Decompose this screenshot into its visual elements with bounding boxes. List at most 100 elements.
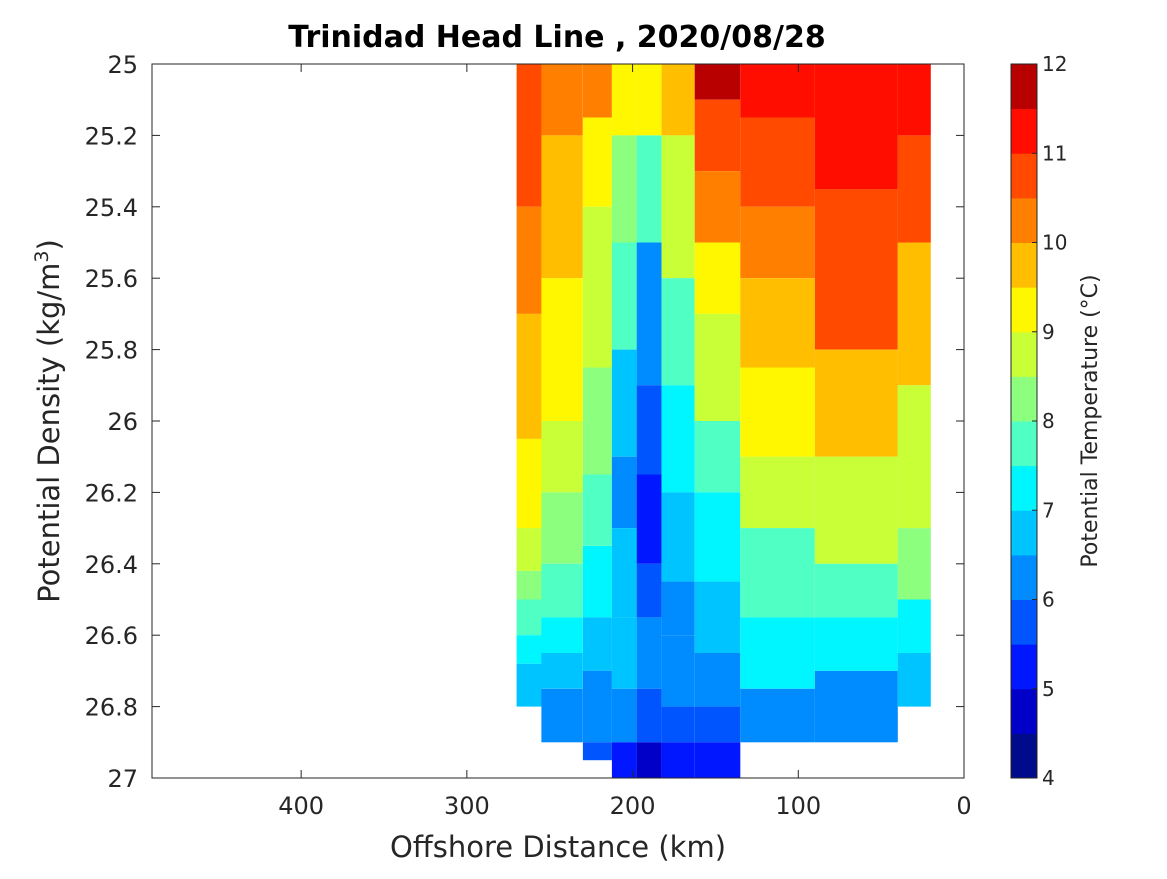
- field-cell: [582, 742, 612, 761]
- colorbar: 4 5 6 7 8 9 10 11 12: [1010, 52, 1067, 790]
- field-cell: [897, 653, 931, 707]
- field-cell: [516, 635, 542, 664]
- field-cell: [611, 242, 637, 350]
- field-cell: [611, 617, 637, 689]
- field-cell: [814, 349, 898, 457]
- field-cell: [516, 663, 542, 707]
- field-cell: [582, 206, 612, 368]
- field-cell: [814, 670, 898, 743]
- colorbar-tick-label: 5: [1042, 677, 1055, 701]
- x-axis-label: Offshore Distance (km): [390, 830, 726, 864]
- field-cell: [516, 438, 542, 529]
- field-cell: [516, 206, 542, 314]
- colorbar-swatch: [1011, 510, 1037, 556]
- field-cell: [814, 64, 898, 189]
- y-tick-label: 25.2: [85, 122, 138, 150]
- field-cell: [516, 528, 542, 571]
- field-cell: [611, 456, 637, 529]
- field-cell: [582, 117, 612, 207]
- field-cell: [814, 456, 898, 564]
- field-cell: [897, 135, 931, 243]
- field-cell: [661, 742, 695, 778]
- y-tick-label: 25.6: [85, 265, 138, 293]
- field-cell: [740, 456, 815, 529]
- field-cell: [636, 742, 662, 778]
- y-axis-label-main: Potential Density (kg/m: [32, 263, 66, 603]
- field-cell: [661, 385, 695, 493]
- colorbar-swatch: [1011, 644, 1037, 690]
- y-tick-label: 25: [107, 51, 138, 79]
- field-cell: [740, 278, 815, 368]
- field-cell: [541, 421, 583, 493]
- field-cell: [661, 492, 695, 582]
- field-cell: [611, 349, 637, 457]
- chart-title: Trinidad Head Line , 2020/08/28: [288, 20, 825, 55]
- y-axis: 25 25.2 25.4 25.6 25.8 26 26.2 26.4 26.6 26.8 27: [85, 51, 964, 793]
- colorbar-swatch: [1011, 688, 1037, 734]
- colorbar-swatch: [1011, 108, 1037, 154]
- colorbar-swatch: [1011, 287, 1037, 333]
- colorbar-tick-label: 9: [1042, 320, 1055, 344]
- field-cell: [541, 64, 583, 136]
- field-cell: [541, 688, 583, 743]
- x-axis: 400 300 200 100 0: [278, 64, 972, 820]
- colorbar-tick-label: 12: [1042, 52, 1067, 76]
- colorbar-swatch: [1011, 376, 1037, 422]
- field-cell: [814, 189, 898, 350]
- colorbar-tick-label: 4: [1042, 766, 1055, 790]
- field-cell: [611, 688, 637, 743]
- field-cell: [611, 135, 637, 243]
- x-tick-label: 0: [956, 792, 971, 820]
- field-cell: [740, 367, 815, 457]
- y-axis-label: Potential Density (kg/m3): [31, 239, 66, 603]
- colorbar-swatch: [1011, 733, 1037, 779]
- field-cell: [516, 599, 542, 636]
- field-cell: [582, 474, 612, 546]
- field-cell: [694, 492, 741, 582]
- field-cell: [661, 635, 695, 707]
- temperature-field: [516, 64, 931, 778]
- field-cell: [541, 135, 583, 279]
- field-cell: [694, 421, 741, 493]
- colorbar-label-group: Potential Temperature (°C): [1078, 274, 1103, 567]
- field-cell: [582, 617, 612, 671]
- field-cell: [897, 385, 931, 529]
- colorbar-tick-label: 10: [1042, 231, 1067, 255]
- colorbar-swatch: [1011, 554, 1037, 601]
- colorbar-swatch: [1011, 465, 1037, 511]
- colorbar-swatch: [1011, 64, 1037, 110]
- field-cell: [541, 653, 583, 689]
- field-cell: [740, 117, 815, 207]
- field-cell: [661, 278, 695, 386]
- colorbar-label: Potential Temperature (°C): [1078, 274, 1103, 567]
- field-cell: [814, 617, 898, 671]
- colorbar-tick-label: 11: [1042, 141, 1067, 165]
- field-cell: [582, 64, 612, 118]
- y-axis-label-sup: 3: [31, 250, 53, 262]
- field-cell: [636, 135, 662, 243]
- field-cell: [694, 742, 741, 778]
- field-cell: [582, 546, 612, 618]
- field-cell: [661, 581, 695, 636]
- colorbar-swatch: [1011, 197, 1037, 244]
- field-cell: [636, 64, 662, 136]
- field-cell: [694, 581, 741, 653]
- colorbar-tick-label: 6: [1042, 588, 1055, 612]
- x-tick-label: 400: [278, 792, 324, 820]
- field-cell: [541, 617, 583, 654]
- field-cell: [582, 367, 612, 475]
- field-cell: [740, 617, 815, 689]
- colorbar-swatch: [1011, 599, 1037, 645]
- field-cell: [541, 492, 583, 564]
- field-cell: [661, 64, 695, 136]
- field-cell: [661, 135, 695, 279]
- field-cell: [516, 313, 542, 439]
- x-tick-label: 100: [775, 792, 821, 820]
- x-tick-label: 200: [610, 792, 656, 820]
- colorbar-swatch: [1011, 153, 1037, 199]
- colorbar-swatch: [1011, 242, 1037, 288]
- field-cell: [694, 171, 741, 243]
- field-cell: [611, 528, 637, 618]
- y-tick-label: 25.8: [85, 337, 138, 365]
